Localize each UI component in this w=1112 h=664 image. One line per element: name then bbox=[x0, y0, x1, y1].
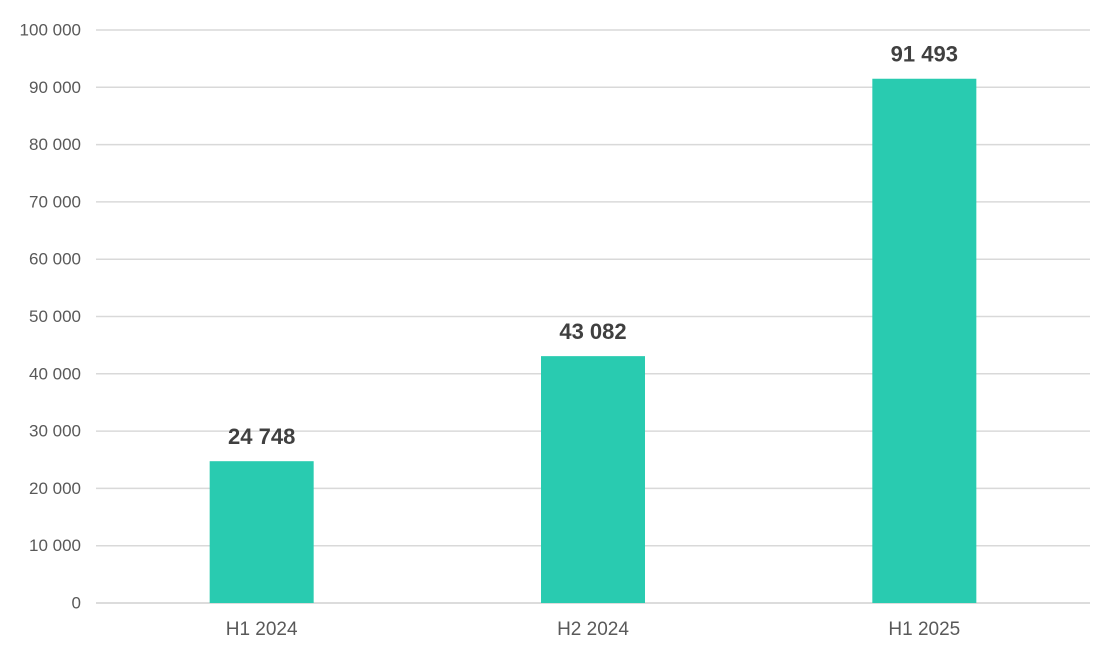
bar bbox=[872, 78, 977, 603]
y-axis-tick-labels: 0 10 000 20 000 30 000 40 000 50 000 60 000 70 … bbox=[20, 21, 81, 613]
x-tick-label: H1 2025 bbox=[888, 619, 960, 640]
y-tick-label: 10 000 bbox=[29, 536, 81, 555]
y-tick-label: 100 000 bbox=[20, 21, 81, 40]
bar bbox=[541, 356, 645, 603]
y-tick-label: 80 000 bbox=[29, 135, 81, 154]
x-tick-label: H1 2024 bbox=[226, 619, 298, 640]
x-tick-label: H2 2024 bbox=[557, 619, 629, 640]
y-tick-label: 60 000 bbox=[29, 250, 81, 269]
y-tick-label: 90 000 bbox=[29, 78, 81, 97]
bar-value-label: 43 082 bbox=[559, 319, 626, 344]
y-tick-label: 50 000 bbox=[29, 307, 81, 326]
bar-value-label: 91 493 bbox=[891, 42, 958, 67]
data-labels: 24 748 43 082 91 493 bbox=[228, 42, 958, 449]
y-tick-label: 0 bbox=[72, 594, 81, 613]
x-axis-tick-labels: H1 2024 H2 2024 H1 2025 bbox=[226, 619, 961, 640]
y-tick-label: 30 000 bbox=[29, 422, 81, 441]
y-tick-label: 40 000 bbox=[29, 364, 81, 383]
y-tick-label: 20 000 bbox=[29, 479, 81, 498]
bar-value-label: 24 748 bbox=[228, 424, 295, 449]
bars bbox=[209, 78, 977, 603]
bar bbox=[209, 461, 314, 603]
y-tick-label: 70 000 bbox=[29, 192, 81, 211]
